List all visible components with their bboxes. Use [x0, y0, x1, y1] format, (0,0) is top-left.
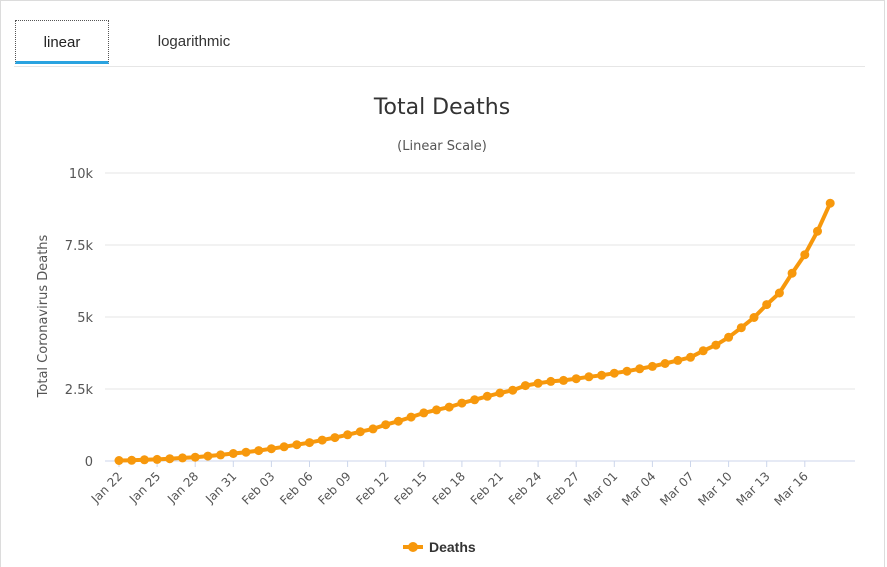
data-point[interactable] [457, 398, 467, 408]
data-point[interactable] [254, 446, 264, 456]
data-point[interactable] [368, 424, 378, 434]
x-tick-label: Jan 28 [164, 469, 201, 506]
data-point[interactable] [520, 381, 530, 391]
data-point[interactable] [330, 433, 340, 443]
data-point[interactable] [482, 391, 492, 401]
data-point[interactable] [216, 450, 226, 460]
data-point[interactable] [508, 385, 518, 395]
x-tick-label: Feb 24 [506, 469, 544, 507]
y-axis-ticks: 0 2.5k 5k 7.5k 10k [65, 167, 94, 470]
x-tick-label: Feb 06 [277, 469, 315, 507]
data-point[interactable] [114, 456, 124, 465]
data-point[interactable] [190, 452, 200, 462]
data-point[interactable] [381, 420, 391, 430]
data-point[interactable] [813, 226, 822, 236]
chart-subtitle: (Linear Scale) [397, 139, 487, 154]
data-point[interactable] [571, 374, 581, 384]
series-deaths[interactable] [114, 198, 835, 465]
y-tick-label: 5k [77, 311, 93, 326]
data-point[interactable] [470, 395, 480, 405]
data-point[interactable] [711, 340, 721, 350]
data-point[interactable] [559, 375, 568, 385]
data-point[interactable] [241, 447, 251, 457]
data-point[interactable] [609, 368, 619, 378]
tab-linear[interactable]: linear [15, 20, 109, 64]
data-point[interactable] [774, 288, 784, 298]
x-tick-label: Feb 21 [468, 469, 506, 507]
data-point[interactable] [152, 454, 162, 464]
data-point[interactable] [444, 402, 454, 412]
x-tick-label: Feb 03 [239, 469, 277, 507]
data-point[interactable] [546, 376, 556, 386]
data-point[interactable] [495, 388, 505, 398]
data-point[interactable] [178, 453, 187, 463]
y-tick-label: 10k [69, 167, 94, 182]
data-point[interactable] [800, 250, 810, 260]
legend[interactable]: Deaths [403, 539, 476, 555]
x-tick-label: Mar 13 [733, 469, 772, 508]
x-tick-label: Feb 18 [430, 469, 468, 507]
data-point[interactable] [432, 405, 441, 415]
data-point[interactable] [343, 430, 353, 440]
data-point[interactable] [127, 455, 137, 465]
x-tick-label: Mar 16 [772, 469, 811, 508]
data-point[interactable] [622, 366, 632, 376]
data-point[interactable] [393, 416, 403, 426]
x-tick-label: Mar 04 [619, 469, 658, 508]
data-point[interactable] [584, 372, 594, 382]
data-point[interactable] [292, 440, 302, 450]
x-tick-label: Jan 22 [88, 469, 125, 506]
data-point[interactable] [787, 268, 797, 278]
data-point[interactable] [406, 412, 416, 422]
gridlines [105, 172, 855, 462]
x-tick-label: Mar 10 [695, 469, 734, 508]
data-point[interactable] [228, 449, 238, 458]
data-point[interactable] [762, 300, 772, 310]
x-axis-ticks: Jan 22 Jan 25 Jan 28 Jan 31 Feb 03 Feb 06 Feb … [88, 461, 811, 509]
x-tick-label: Feb 15 [391, 469, 429, 507]
data-point[interactable] [203, 451, 213, 461]
data-point[interactable] [317, 435, 327, 445]
x-tick-label: Feb 27 [544, 469, 582, 507]
data-point[interactable] [533, 378, 543, 388]
series-line-deaths [117, 201, 833, 463]
data-point[interactable] [660, 359, 670, 368]
data-point[interactable] [736, 323, 746, 333]
data-point[interactable] [673, 355, 683, 365]
legend-label-deaths[interactable]: Deaths [429, 539, 476, 555]
data-point[interactable] [165, 454, 175, 464]
x-tick-label: Jan 25 [126, 469, 163, 506]
x-tick-label: Jan 31 [202, 469, 239, 506]
data-point[interactable] [698, 346, 708, 356]
y-axis-title: Total Coronavirus Deaths [36, 234, 51, 398]
tab-logarithmic[interactable]: logarithmic [157, 33, 231, 50]
scale-tabs: linear logarithmic [14, 20, 865, 67]
data-point[interactable] [419, 408, 429, 418]
data-point[interactable] [749, 313, 759, 322]
y-tick-label: 7.5k [65, 239, 94, 254]
x-tick-label: Mar 01 [581, 469, 620, 508]
x-tick-label: Feb 12 [353, 469, 391, 507]
x-tick-label: Mar 07 [657, 469, 696, 508]
data-point[interactable] [355, 427, 365, 437]
data-point[interactable] [597, 370, 607, 380]
data-point[interactable] [305, 438, 314, 448]
data-point[interactable] [647, 361, 657, 371]
data-point[interactable] [139, 455, 149, 465]
x-tick-label: Feb 09 [315, 469, 353, 507]
data-point[interactable] [635, 364, 645, 374]
y-tick-label: 2.5k [65, 383, 94, 398]
data-point[interactable] [686, 352, 695, 362]
chart-title: Total Deaths [373, 95, 510, 120]
data-point[interactable] [825, 198, 835, 208]
data-point[interactable] [266, 444, 276, 454]
data-point[interactable] [279, 442, 289, 452]
y-tick-label: 0 [85, 455, 93, 470]
legend-marker [408, 542, 418, 552]
data-point[interactable] [724, 332, 734, 342]
